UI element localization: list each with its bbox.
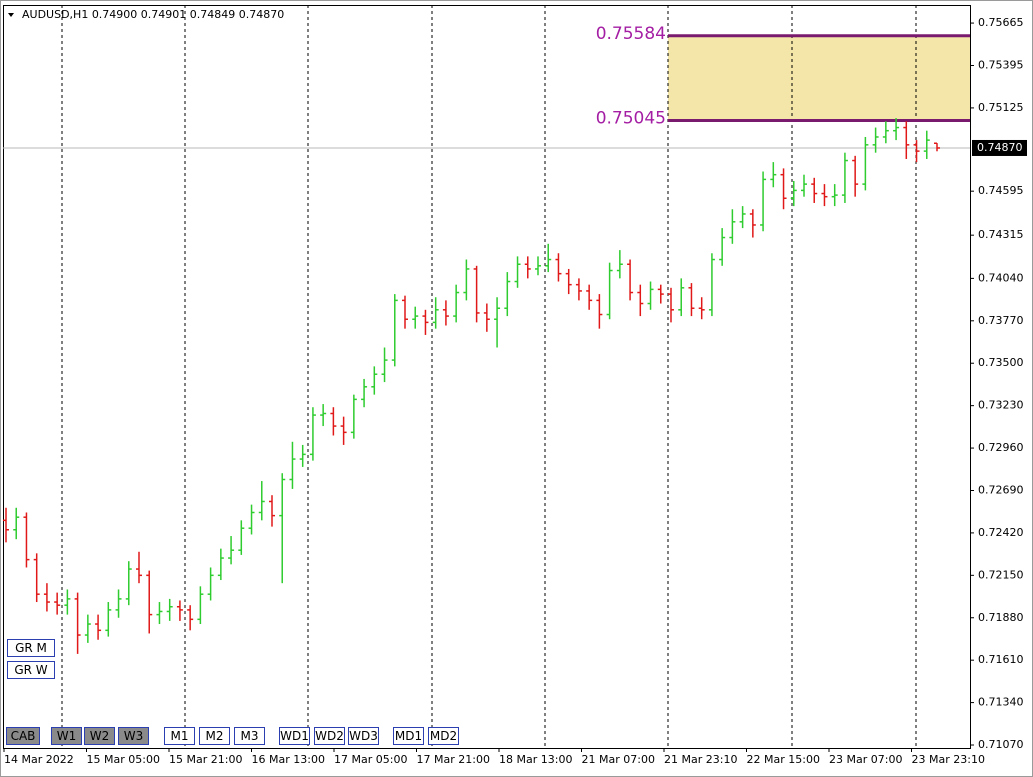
toolbar-button[interactable]: GR M [7,639,55,657]
toolbar-button[interactable]: CAB [6,727,40,745]
y-tick-label: 0.73230 [978,399,1024,412]
y-tick-label: 0.71610 [978,653,1024,666]
last-price-box [972,139,1027,156]
x-tick-label: 21 Mar 07:00 [582,753,655,766]
y-tick-label: 0.73770 [978,314,1024,327]
x-tick-label: 22 Mar 15:00 [747,753,820,766]
toolbar-button[interactable]: M2 [199,727,230,745]
zone-label: 0.75045 [596,108,666,128]
x-tick-label: 14 Mar 2022 [4,753,74,766]
y-tick-label: 0.72420 [978,526,1024,539]
y-tick-label: 0.71880 [978,611,1024,624]
y-tick-label: 0.74040 [978,271,1024,284]
toolbar-button[interactable]: WD3 [348,727,379,745]
last-price-label: 0.74870 [977,141,1023,154]
chart-header: AUDUSD,H1 0.74900 0.74901 0.74849 0.7487… [22,8,284,21]
y-tick-label: 0.74595 [978,184,1024,197]
zone-label: 0.75584 [596,24,666,44]
price-zone [668,35,970,121]
y-tick-label: 0.71070 [978,738,1024,751]
y-tick-label: 0.73500 [978,356,1024,369]
x-tick-label: 23 Mar 07:00 [829,753,902,766]
toolbar-button[interactable]: M1 [164,727,195,745]
toolbar-button[interactable]: W2 [84,727,115,745]
y-tick-label: 0.75125 [978,101,1024,114]
x-tick-label: 17 Mar 05:00 [334,753,407,766]
toolbar-button[interactable]: MD1 [393,727,424,745]
y-tick-label: 0.71340 [978,696,1024,709]
y-tick-label: 0.75665 [978,16,1024,29]
x-tick-label: 23 Mar 23:10 [912,753,985,766]
y-tick-label: 0.72960 [978,441,1024,454]
x-tick-label: 21 Mar 23:10 [664,753,737,766]
toolbar-button[interactable]: WD1 [279,727,310,745]
plot-frame [3,5,971,749]
y-tick-label: 0.74315 [978,228,1024,241]
x-tick-label: 15 Mar 05:00 [87,753,160,766]
toolbar-button[interactable]: MD2 [428,727,459,745]
toolbar-button[interactable]: GR W [7,661,55,679]
symbol-menu-arrow [8,13,14,17]
x-tick-label: 15 Mar 21:00 [169,753,242,766]
x-tick-label: 16 Mar 13:00 [252,753,325,766]
toolbar-button[interactable]: WD2 [314,727,345,745]
toolbar-button[interactable]: W1 [51,727,82,745]
x-tick-label: 18 Mar 13:00 [499,753,572,766]
y-tick-label: 0.72690 [978,483,1024,496]
x-tick-label: 17 Mar 21:00 [417,753,490,766]
toolbar-button[interactable]: W3 [118,727,149,745]
toolbar-button[interactable]: M3 [234,727,265,745]
y-tick-label: 0.75395 [978,58,1024,71]
y-tick-label: 0.72150 [978,568,1024,581]
